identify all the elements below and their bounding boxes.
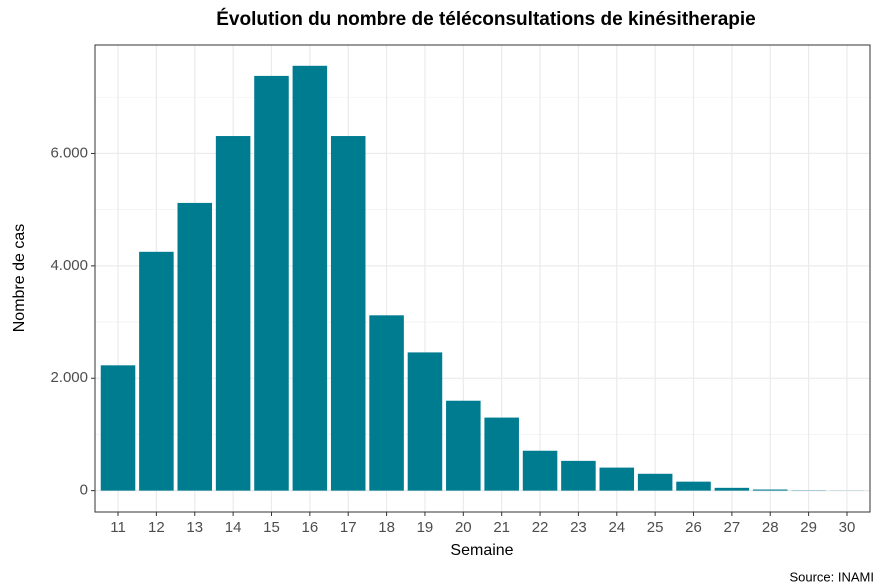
x-tick-label: 23: [570, 519, 587, 536]
x-tick-label: 27: [724, 519, 741, 536]
x-tick-label: 22: [532, 519, 549, 536]
x-tick-label: 26: [685, 519, 702, 536]
bar: [561, 460, 596, 491]
bar: [139, 251, 174, 491]
chart-title: Évolution du nombre de téléconsultations…: [216, 8, 755, 30]
caption: Source: INAMI: [789, 569, 874, 584]
bar: [177, 202, 213, 491]
y-axis-label: Nombre de cas: [11, 224, 28, 333]
x-tick-label: 25: [647, 519, 664, 536]
bar: [446, 400, 481, 491]
y-tick-label: 6.000: [50, 144, 88, 161]
x-tick-label: 12: [148, 519, 165, 536]
bar: [637, 473, 673, 491]
y-tick-label: 0: [80, 482, 88, 499]
x-tick-label: 15: [263, 519, 280, 536]
bar: [369, 315, 404, 491]
bar: [292, 65, 328, 491]
x-tick-label: 17: [340, 519, 357, 536]
plot-border: [94, 44, 871, 513]
bar: [714, 487, 750, 491]
bar: [522, 450, 558, 491]
x-tick-label: 29: [800, 519, 817, 536]
bar: [484, 417, 519, 491]
x-tick-label: 19: [417, 519, 434, 536]
x-tick-label: 14: [225, 519, 242, 536]
x-tick-label: 13: [186, 519, 203, 536]
x-tick-label: 21: [493, 519, 510, 536]
bar: [407, 352, 443, 491]
bar: [254, 75, 289, 491]
x-tick-label: 18: [378, 519, 395, 536]
bar: [599, 467, 635, 491]
y-tick-label: 4.000: [50, 257, 88, 274]
x-tick-label: 30: [839, 519, 856, 536]
y-tick-label: 2.000: [50, 369, 88, 386]
bar: [100, 365, 136, 491]
x-tick-label: 24: [608, 519, 625, 536]
bar: [330, 136, 366, 491]
x-tick-label: 16: [302, 519, 319, 536]
x-tick-label: 11: [110, 519, 126, 536]
bar: [752, 489, 788, 491]
x-tick-label: 20: [455, 519, 472, 536]
x-axis-label: Semaine: [450, 542, 513, 559]
bar: [215, 136, 251, 491]
x-tick-label: 28: [762, 519, 779, 536]
bar: [676, 481, 711, 491]
